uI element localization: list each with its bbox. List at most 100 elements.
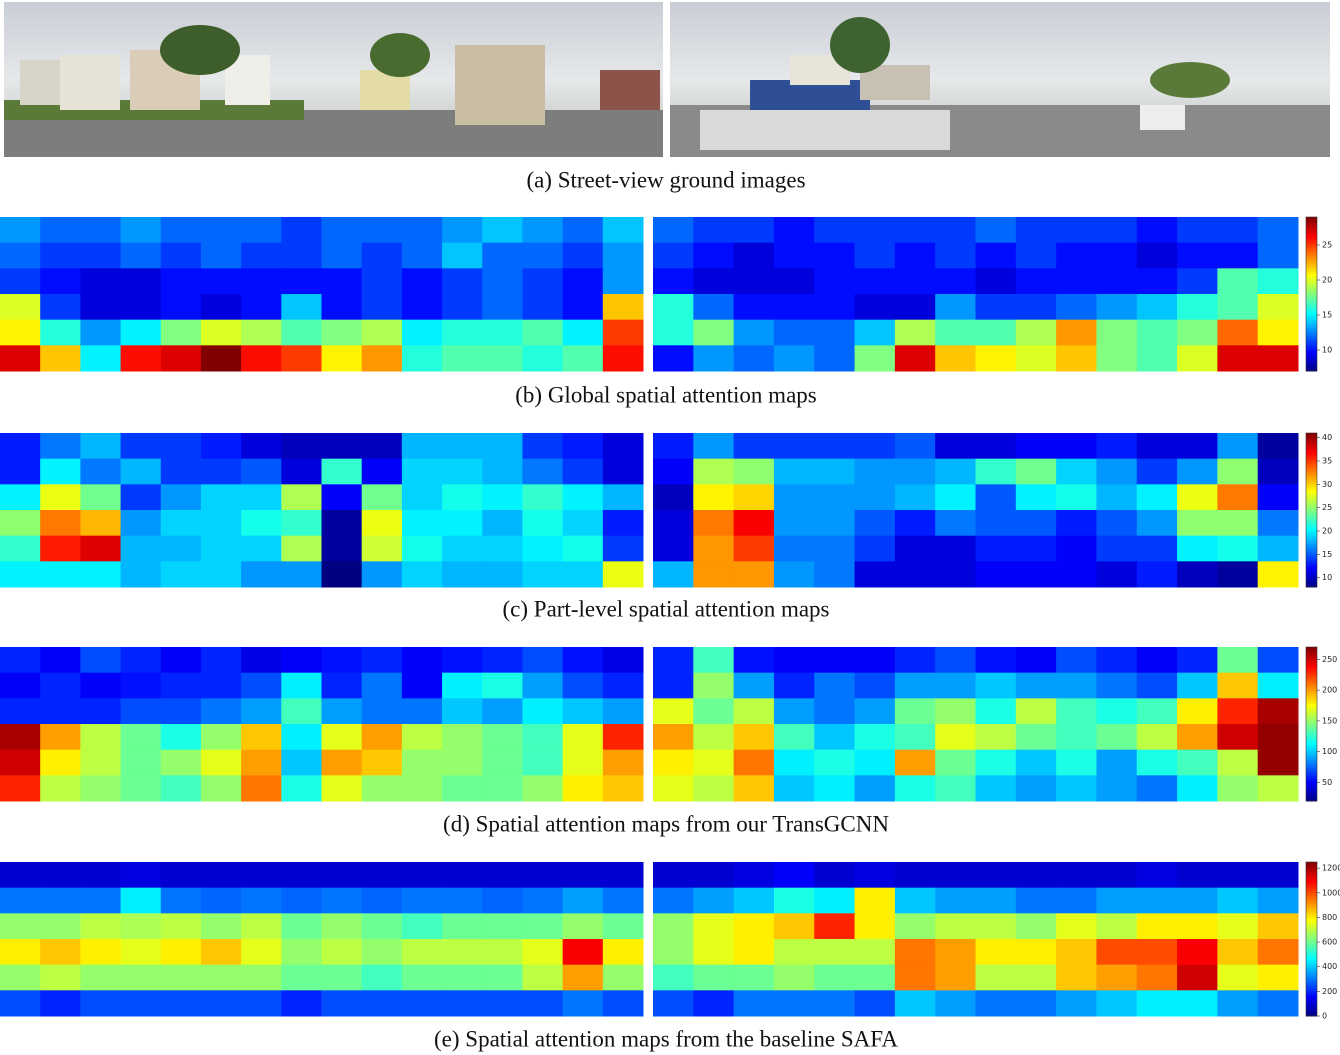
heatmap-cell (734, 433, 775, 459)
heatmap-cell (442, 862, 483, 888)
heatmap-cell (402, 775, 443, 801)
heatmap-cell (1056, 294, 1097, 320)
heatmap-cell (402, 913, 443, 939)
heatmap-cell (482, 750, 523, 776)
heatmap-cell (121, 775, 162, 801)
heatmap-cell (693, 862, 734, 888)
heatmap-cell (935, 459, 976, 485)
heatmap-cell (322, 243, 363, 269)
heatmap-cell (1177, 775, 1218, 801)
heatmap-cell (693, 775, 734, 801)
heatmap-cell (402, 888, 443, 914)
heatmap-cell (774, 862, 815, 888)
heatmap-cell (1137, 294, 1178, 320)
heatmap-cell (1177, 990, 1218, 1016)
heatmap-cell (402, 939, 443, 965)
heatmap-cell (442, 750, 483, 776)
heatmap-cell (855, 673, 896, 699)
heatmap-cell (1016, 510, 1057, 536)
heatmap-cell (522, 320, 563, 346)
heatmap-cell (1137, 459, 1178, 485)
heatmap-cell (895, 536, 936, 562)
heatmap-cell (653, 698, 694, 724)
heatmap-cell (482, 724, 523, 750)
colorbar-segment (1306, 862, 1317, 865)
heatmap-cell (935, 698, 976, 724)
heatmap-cell (362, 750, 403, 776)
heatmap-cell (201, 268, 242, 294)
heatmap-cell (161, 647, 202, 673)
heatmap-cell (80, 939, 121, 965)
heatmap-cell (121, 217, 162, 243)
heatmap-cell (1056, 320, 1097, 346)
heatmap-cell (1096, 433, 1137, 459)
heatmap-cell (362, 724, 403, 750)
heatmap-cell (1137, 433, 1178, 459)
heatmap-cell (442, 243, 483, 269)
heatmap-cell (0, 724, 41, 750)
heatmap-cell (1056, 345, 1097, 371)
heatmap-cell (1177, 536, 1218, 562)
heatmap-cell (522, 484, 563, 510)
heatmap-cell (482, 965, 523, 991)
heatmap-cell (935, 647, 976, 673)
heatmap-cell (362, 433, 403, 459)
heatmap-cell (362, 536, 403, 562)
heatmap-cell (241, 888, 282, 914)
heatmap-cell (482, 862, 523, 888)
heatmap-cell (121, 294, 162, 320)
heatmap-cell (482, 294, 523, 320)
heatmap-cell (603, 724, 644, 750)
heatmap-cell (1096, 673, 1137, 699)
heatmap-cell (976, 433, 1017, 459)
heatmap-cell (201, 536, 242, 562)
heatmap-cell (80, 698, 121, 724)
colorbar-tick-label: 40 (1322, 433, 1332, 442)
heatmap-cell (80, 724, 121, 750)
heatmap-cell (603, 775, 644, 801)
colorbar-tick-label: 35 (1322, 457, 1332, 466)
heatmap-cell (522, 433, 563, 459)
heatmap-cell (774, 459, 815, 485)
heatmap-cell (161, 750, 202, 776)
heatmap-cell (1096, 510, 1137, 536)
heatmap-cell (80, 990, 121, 1016)
heatmap-cell (482, 484, 523, 510)
heatmap-cell (774, 698, 815, 724)
heatmap-cell (895, 750, 936, 776)
heatmap-cell (482, 536, 523, 562)
heatmap-cell (976, 888, 1017, 914)
heatmap-cell (442, 965, 483, 991)
heatmap-cell (1016, 913, 1057, 939)
heatmap-cell (402, 484, 443, 510)
heatmap-cell (1016, 243, 1057, 269)
heatmap-cell (774, 484, 815, 510)
heatmap-cell (402, 673, 443, 699)
heatmap-cell (0, 862, 41, 888)
heatmap-cell (1016, 561, 1057, 587)
heatmap-cell (563, 913, 604, 939)
heatmap-cell (774, 724, 815, 750)
heatmap-cell (563, 888, 604, 914)
heatmap-cell (40, 990, 81, 1016)
heatmap-cell (603, 750, 644, 776)
heatmap-cell (402, 561, 443, 587)
heatmap-cell (1258, 775, 1299, 801)
heatmap-cell (1177, 294, 1218, 320)
heatmap-cell (895, 433, 936, 459)
heatmap-cell (442, 510, 483, 536)
heatmap-cell (976, 345, 1017, 371)
heatmap-cell (0, 939, 41, 965)
heatmap-cell (935, 724, 976, 750)
heatmap-cell (1177, 647, 1218, 673)
heatmap-cell (522, 673, 563, 699)
heatmap-cell (402, 433, 443, 459)
heatmap-cell (734, 673, 775, 699)
heatmap-cell (161, 990, 202, 1016)
colorbar-tick-label: 25 (1322, 503, 1332, 512)
heatmap-cell (693, 647, 734, 673)
heatmap-cell (774, 294, 815, 320)
heatmap-cell (281, 724, 322, 750)
heatmap-cell (895, 990, 936, 1016)
heatmap-cell (362, 459, 403, 485)
